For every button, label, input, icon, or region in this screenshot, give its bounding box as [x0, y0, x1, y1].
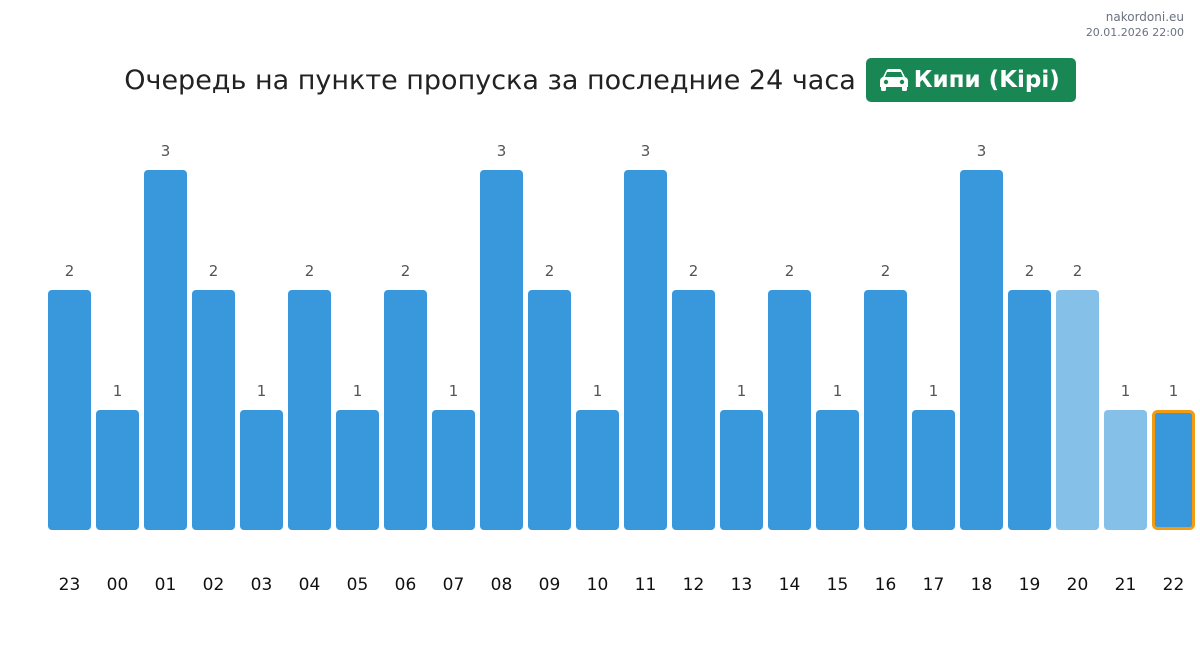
x-tick-10: 10: [587, 575, 609, 595]
bar-13: [720, 410, 763, 530]
value-label-03: 1: [257, 382, 267, 400]
x-tick-12: 12: [683, 575, 705, 595]
x-tick-19: 19: [1019, 575, 1041, 595]
x-tick-04: 04: [299, 575, 321, 595]
bar-00: [96, 410, 139, 530]
border-crossing-badge: Кипи (Kipi): [865, 58, 1076, 102]
value-label-12: 2: [689, 262, 699, 280]
value-label-10: 1: [593, 382, 603, 400]
x-tick-05: 05: [347, 575, 369, 595]
value-label-11: 3: [641, 142, 651, 160]
value-label-07: 1: [449, 382, 459, 400]
timestamp: 20.01.2026 22:00: [1085, 26, 1184, 39]
value-label-18: 3: [977, 142, 987, 160]
bar-17: [912, 410, 955, 530]
value-label-09: 2: [545, 262, 555, 280]
bar-04: [288, 290, 331, 530]
chart-title: Очередь на пункте пропуска за последние …: [124, 64, 856, 96]
bar-01: [144, 170, 187, 530]
bar-12: [672, 290, 715, 530]
value-label-06: 2: [401, 262, 411, 280]
bar-10: [576, 410, 619, 530]
bar-03: [240, 410, 283, 530]
value-label-22: 1: [1169, 382, 1179, 400]
bar-14: [768, 290, 811, 530]
bar-16: [864, 290, 907, 530]
x-tick-22: 22: [1163, 575, 1185, 595]
bar-02: [192, 290, 235, 530]
x-tick-08: 08: [491, 575, 513, 595]
x-tick-01: 01: [155, 575, 177, 595]
x-tick-02: 02: [203, 575, 225, 595]
x-tick-09: 09: [539, 575, 561, 595]
value-label-05: 1: [353, 382, 363, 400]
bar-08: [480, 170, 523, 530]
bar-21: [1104, 410, 1147, 530]
value-label-17: 1: [929, 382, 939, 400]
site-info: nakordoni.eu 20.01.2026 22:00: [1086, 9, 1184, 41]
bar-05: [336, 410, 379, 530]
x-tick-14: 14: [779, 575, 801, 595]
bar-20: [1056, 290, 1099, 530]
site-name: nakordoni.eu: [1105, 10, 1184, 24]
value-label-21: 1: [1121, 382, 1131, 400]
bar-09: [528, 290, 571, 530]
x-tick-03: 03: [251, 575, 273, 595]
bar-22: [1152, 410, 1195, 530]
value-label-16: 2: [881, 262, 891, 280]
x-tick-13: 13: [731, 575, 753, 595]
chart-header: Очередь на пункте пропуска за последние …: [0, 58, 1200, 102]
value-label-23: 2: [65, 262, 75, 280]
x-tick-06: 06: [395, 575, 417, 595]
value-label-02: 2: [209, 262, 219, 280]
badge-label: Кипи (Kipi): [913, 67, 1060, 93]
car-icon: [879, 69, 908, 91]
x-tick-20: 20: [1067, 575, 1089, 595]
x-tick-15: 15: [827, 575, 849, 595]
value-label-20: 2: [1073, 262, 1083, 280]
value-label-19: 2: [1025, 262, 1035, 280]
bar-07: [432, 410, 475, 530]
value-label-04: 2: [305, 262, 315, 280]
x-tick-11: 11: [635, 575, 657, 595]
bar-19: [1008, 290, 1051, 530]
bar-18: [960, 170, 1003, 530]
x-tick-18: 18: [971, 575, 993, 595]
x-tick-23: 23: [59, 575, 81, 595]
x-tick-16: 16: [875, 575, 897, 595]
x-tick-17: 17: [923, 575, 945, 595]
bar-11: [624, 170, 667, 530]
value-label-08: 3: [497, 142, 507, 160]
value-label-14: 2: [785, 262, 795, 280]
x-tick-00: 00: [107, 575, 129, 595]
x-tick-07: 07: [443, 575, 465, 595]
value-label-13: 1: [737, 382, 747, 400]
value-label-01: 3: [161, 142, 171, 160]
x-tick-21: 21: [1115, 575, 1137, 595]
bar-15: [816, 410, 859, 530]
value-label-00: 1: [113, 382, 123, 400]
bar-23: [48, 290, 91, 530]
bar-06: [384, 290, 427, 530]
value-label-15: 1: [833, 382, 843, 400]
